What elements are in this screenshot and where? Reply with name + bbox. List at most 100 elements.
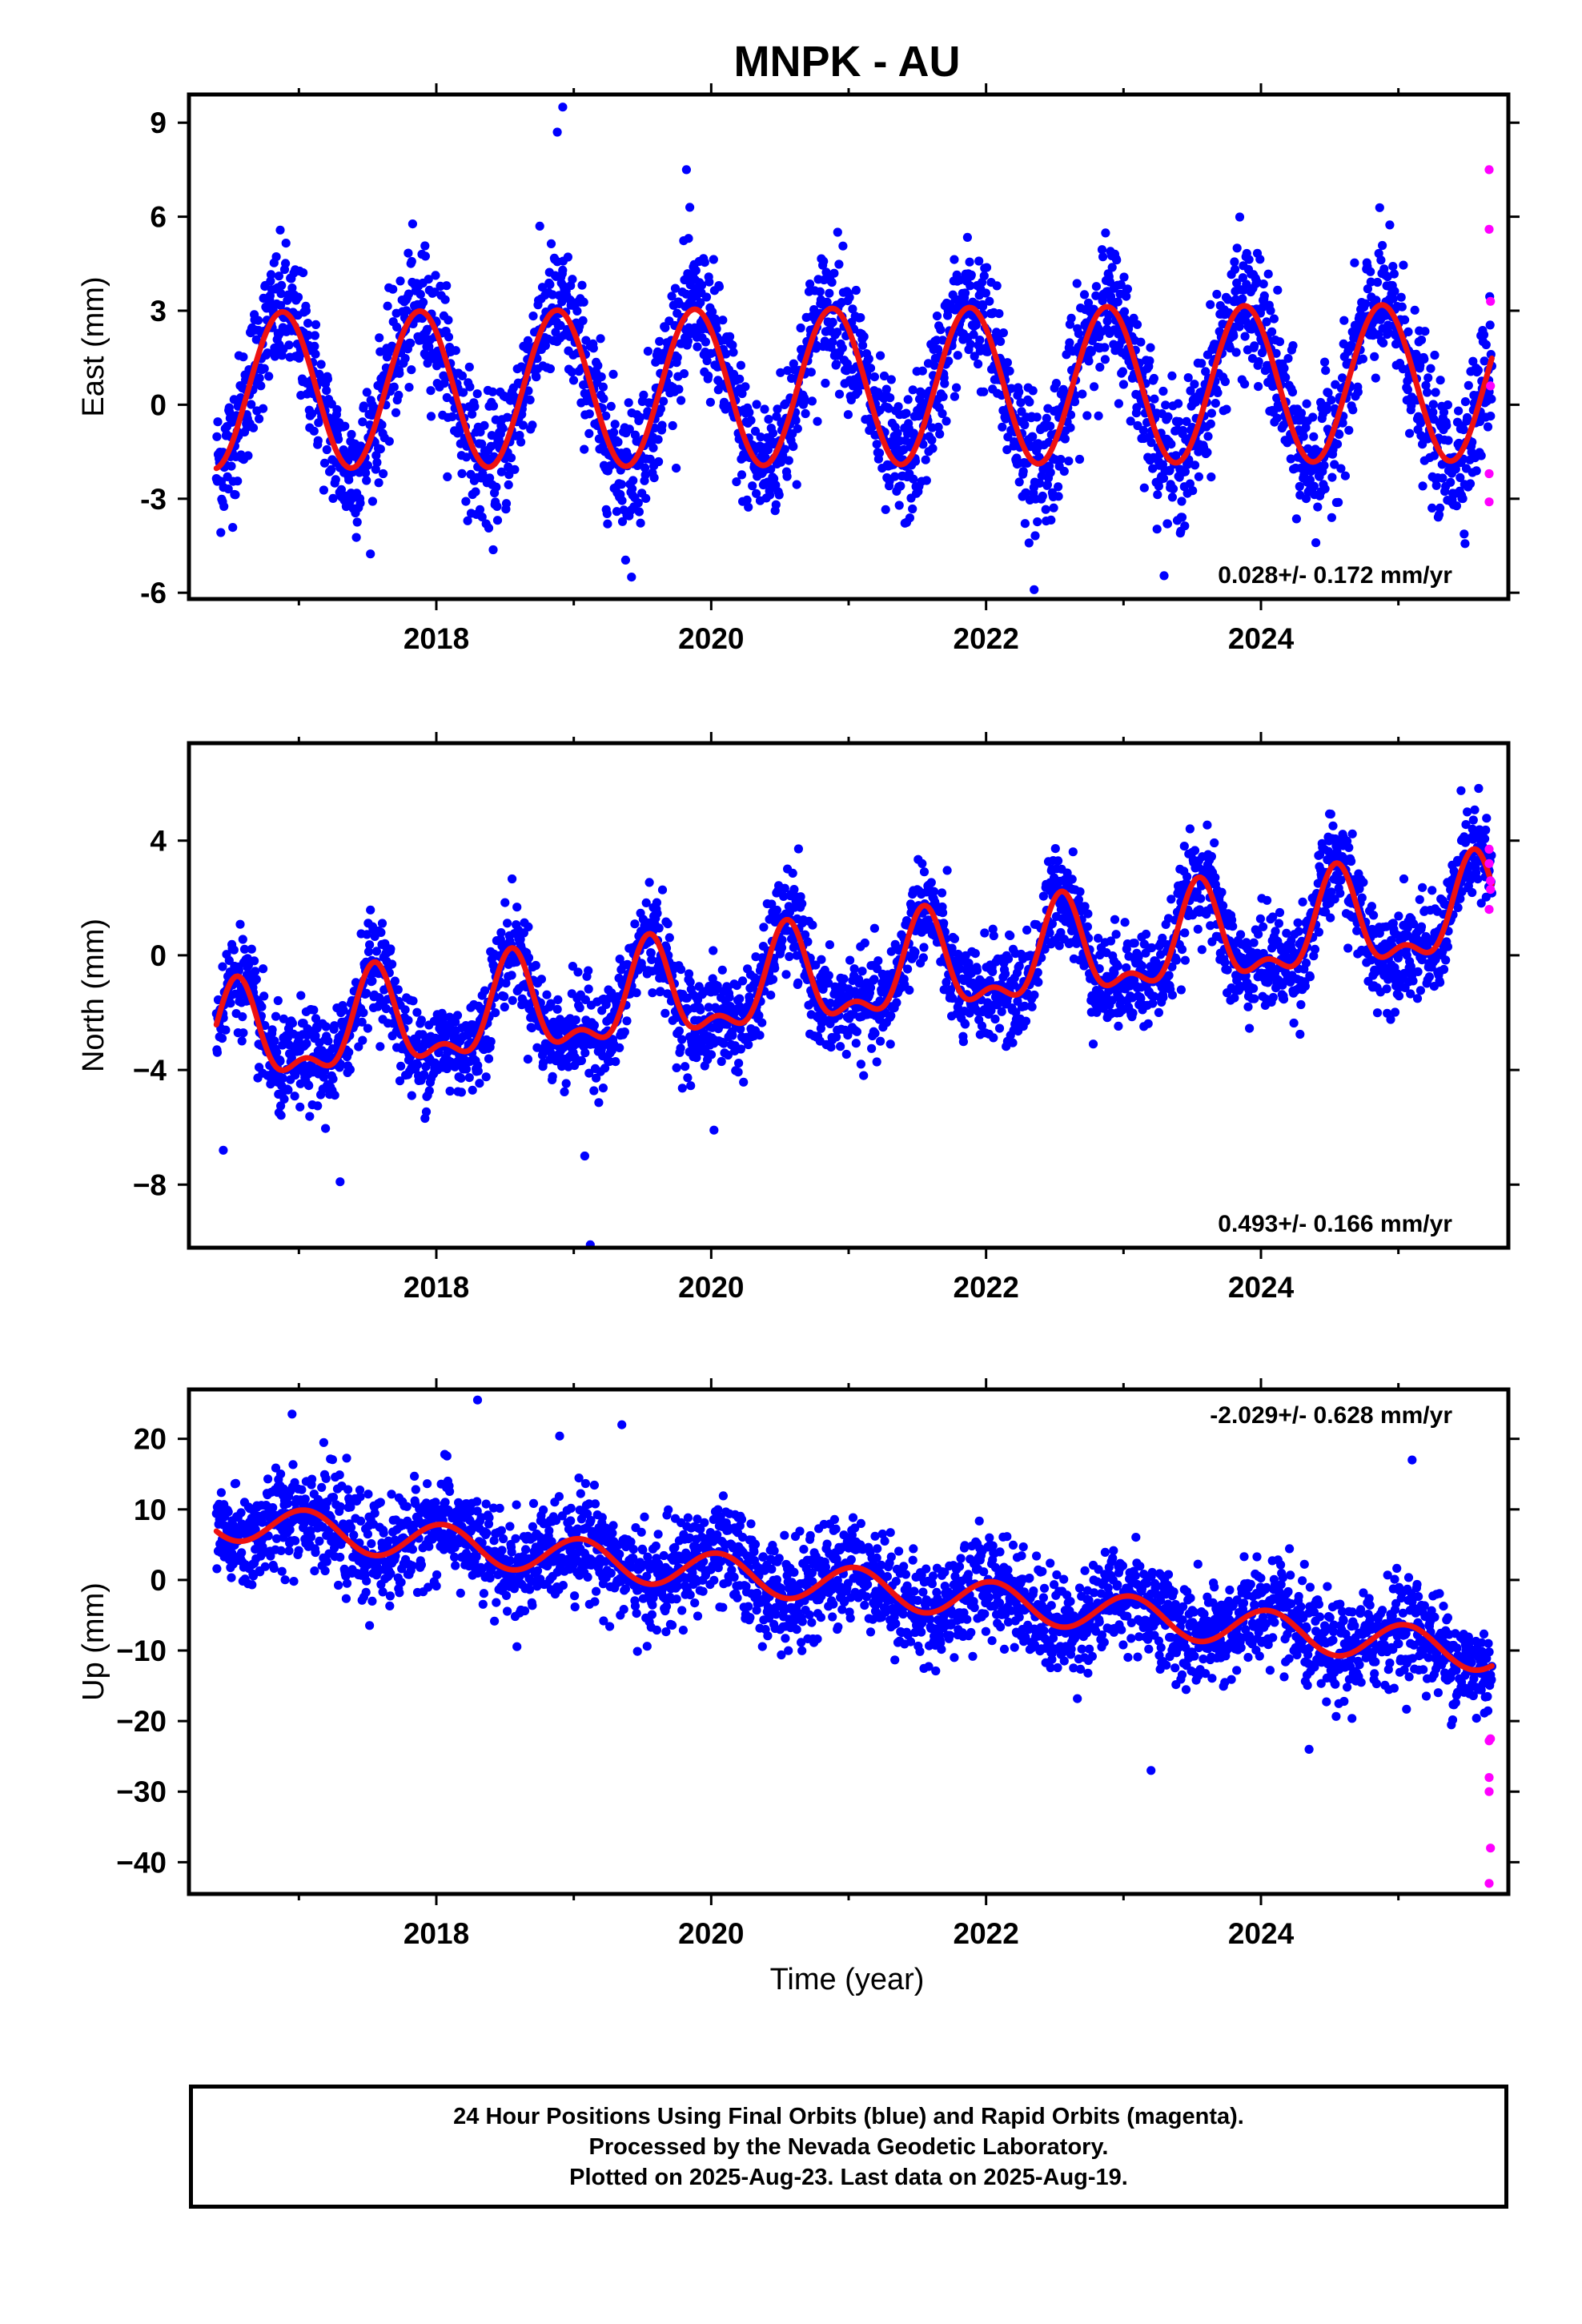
east-point	[700, 258, 709, 267]
east-point	[276, 289, 286, 299]
north-point	[1034, 977, 1043, 987]
east-point	[859, 332, 869, 341]
east-point	[1332, 440, 1343, 449]
east-point	[275, 225, 285, 235]
north-point	[777, 943, 787, 952]
east-point	[1211, 399, 1220, 408]
north-point	[507, 971, 516, 980]
east-point	[496, 467, 507, 476]
north-point	[788, 868, 797, 878]
north-point	[404, 1015, 413, 1025]
east-point	[881, 384, 891, 394]
east-point	[1418, 481, 1427, 491]
north-point	[290, 1092, 299, 1101]
east-point	[938, 392, 948, 401]
north-point	[1080, 902, 1090, 911]
east-point	[801, 396, 810, 406]
east-point	[606, 401, 616, 411]
east-point	[567, 367, 576, 377]
east-point	[950, 392, 959, 401]
east-point	[1423, 388, 1432, 397]
east-point	[771, 500, 781, 509]
east-point	[806, 368, 816, 377]
north-point	[400, 1005, 410, 1015]
east-point	[930, 360, 939, 370]
north-point	[630, 919, 640, 929]
east-point	[1018, 467, 1028, 476]
east-point	[596, 334, 605, 344]
north-point	[358, 1035, 367, 1045]
east-point	[478, 468, 488, 479]
north-point	[736, 1044, 746, 1054]
east-point	[243, 451, 253, 460]
east-point	[834, 259, 844, 269]
north-point	[365, 940, 375, 950]
north-point	[1067, 875, 1077, 884]
north-point	[757, 1018, 767, 1027]
east-point	[828, 337, 837, 347]
east-point	[741, 382, 750, 392]
east-point	[374, 478, 383, 488]
east-point	[752, 489, 761, 498]
east-point	[998, 328, 1008, 338]
east-point	[451, 346, 460, 356]
east-rapid-point	[1486, 381, 1496, 391]
east-point	[1084, 356, 1094, 366]
east-point	[1126, 416, 1135, 426]
east-point	[535, 221, 544, 231]
east-point	[965, 257, 974, 267]
north-point	[683, 1073, 693, 1083]
east-point	[577, 280, 587, 290]
east-point	[223, 485, 233, 494]
east-rate-text: 0.028+/- 0.172 mm/yr	[1218, 562, 1452, 589]
east-point	[1183, 373, 1193, 383]
north-point	[224, 955, 234, 965]
north-point	[259, 964, 268, 974]
east-point	[885, 393, 895, 403]
east-point	[442, 281, 452, 291]
east-point	[789, 442, 798, 452]
north-point	[527, 1023, 536, 1033]
east-point	[1046, 468, 1055, 477]
north-point	[1038, 891, 1048, 901]
east-point	[377, 420, 387, 430]
north-point	[475, 1079, 484, 1088]
north-point	[958, 1037, 968, 1047]
north-point	[937, 888, 947, 898]
east-point	[1363, 284, 1372, 294]
east-point	[944, 356, 954, 366]
east-point	[1275, 337, 1285, 347]
north-point	[988, 967, 998, 976]
east-point	[457, 371, 468, 380]
east-point	[985, 296, 994, 306]
east-point	[327, 399, 336, 409]
east-point	[1167, 493, 1177, 502]
east-point	[440, 379, 449, 388]
north-point	[793, 844, 804, 854]
north-point	[508, 874, 517, 884]
east-point	[684, 234, 693, 243]
east-point	[1407, 400, 1416, 410]
north-point	[801, 930, 810, 939]
east-point	[1177, 513, 1187, 522]
north-point	[839, 974, 849, 983]
north-point	[377, 919, 387, 928]
east-point	[1064, 456, 1074, 466]
east-point	[1254, 357, 1263, 367]
east-point	[1322, 405, 1331, 415]
east-point	[813, 416, 822, 426]
east-point	[423, 324, 432, 334]
east-point	[379, 468, 388, 479]
east-point	[394, 390, 404, 400]
east-point	[693, 342, 702, 352]
east-point	[1336, 464, 1346, 473]
east-point	[628, 484, 637, 494]
east-point	[1272, 413, 1282, 423]
north-point	[345, 1065, 355, 1075]
east-point	[1034, 478, 1045, 489]
north-point	[235, 919, 245, 929]
east-point	[281, 239, 291, 248]
north-point	[1062, 868, 1072, 878]
east-point	[504, 470, 514, 480]
east-point	[624, 424, 634, 434]
